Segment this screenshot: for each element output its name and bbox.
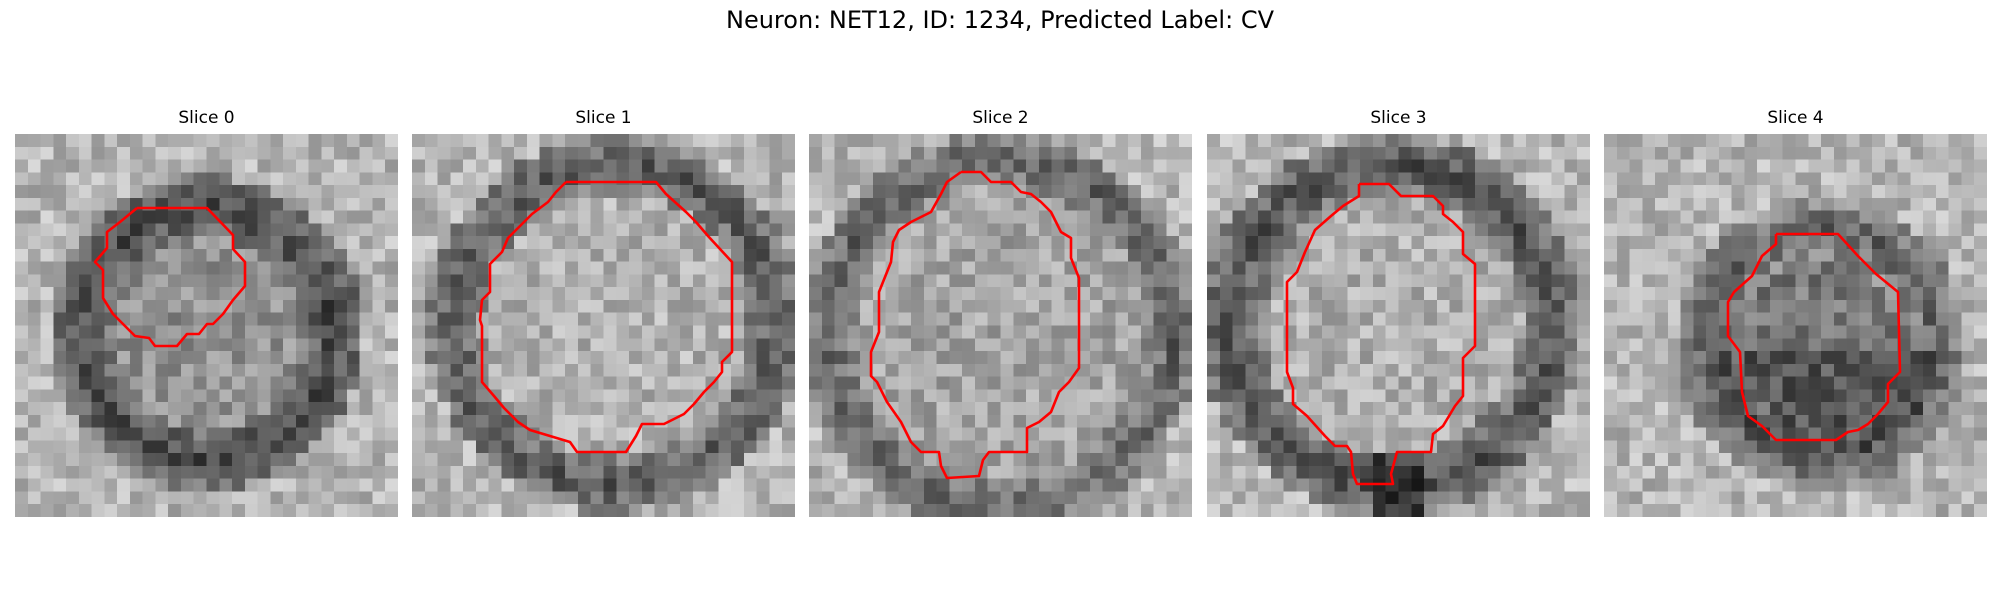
slice-3-title: Slice 3: [1370, 108, 1427, 128]
slice-2-panel: [809, 134, 1192, 517]
slice-1-contour: [478, 180, 734, 454]
slice-0-contour: [93, 206, 247, 348]
slice-1-title: Slice 1: [575, 108, 632, 128]
slice-3-contour-overlay: [1285, 182, 1477, 486]
figure-title: Neuron: NET12, ID: 1234, Predicted Label…: [726, 6, 1274, 34]
slice-4-title: Slice 4: [1767, 108, 1824, 128]
slice-4-contour-overlay: [1726, 232, 1902, 442]
slice-4-contour: [1726, 232, 1902, 442]
slice-3-contour: [1285, 182, 1477, 486]
slice-1-contour-overlay: [478, 180, 734, 454]
slice-0-panel: [15, 134, 398, 517]
slice-0-title: Slice 0: [178, 108, 235, 128]
slice-2-contour-overlay: [869, 170, 1081, 480]
slice-2-contour: [869, 170, 1081, 480]
slice-4-image: [1604, 134, 1987, 517]
slice-0-contour-overlay: [93, 206, 247, 348]
slice-1-panel: [412, 134, 795, 517]
slice-4-panel: [1604, 134, 1987, 517]
slice-2-title: Slice 2: [972, 108, 1029, 128]
slice-3-panel: [1207, 134, 1590, 517]
